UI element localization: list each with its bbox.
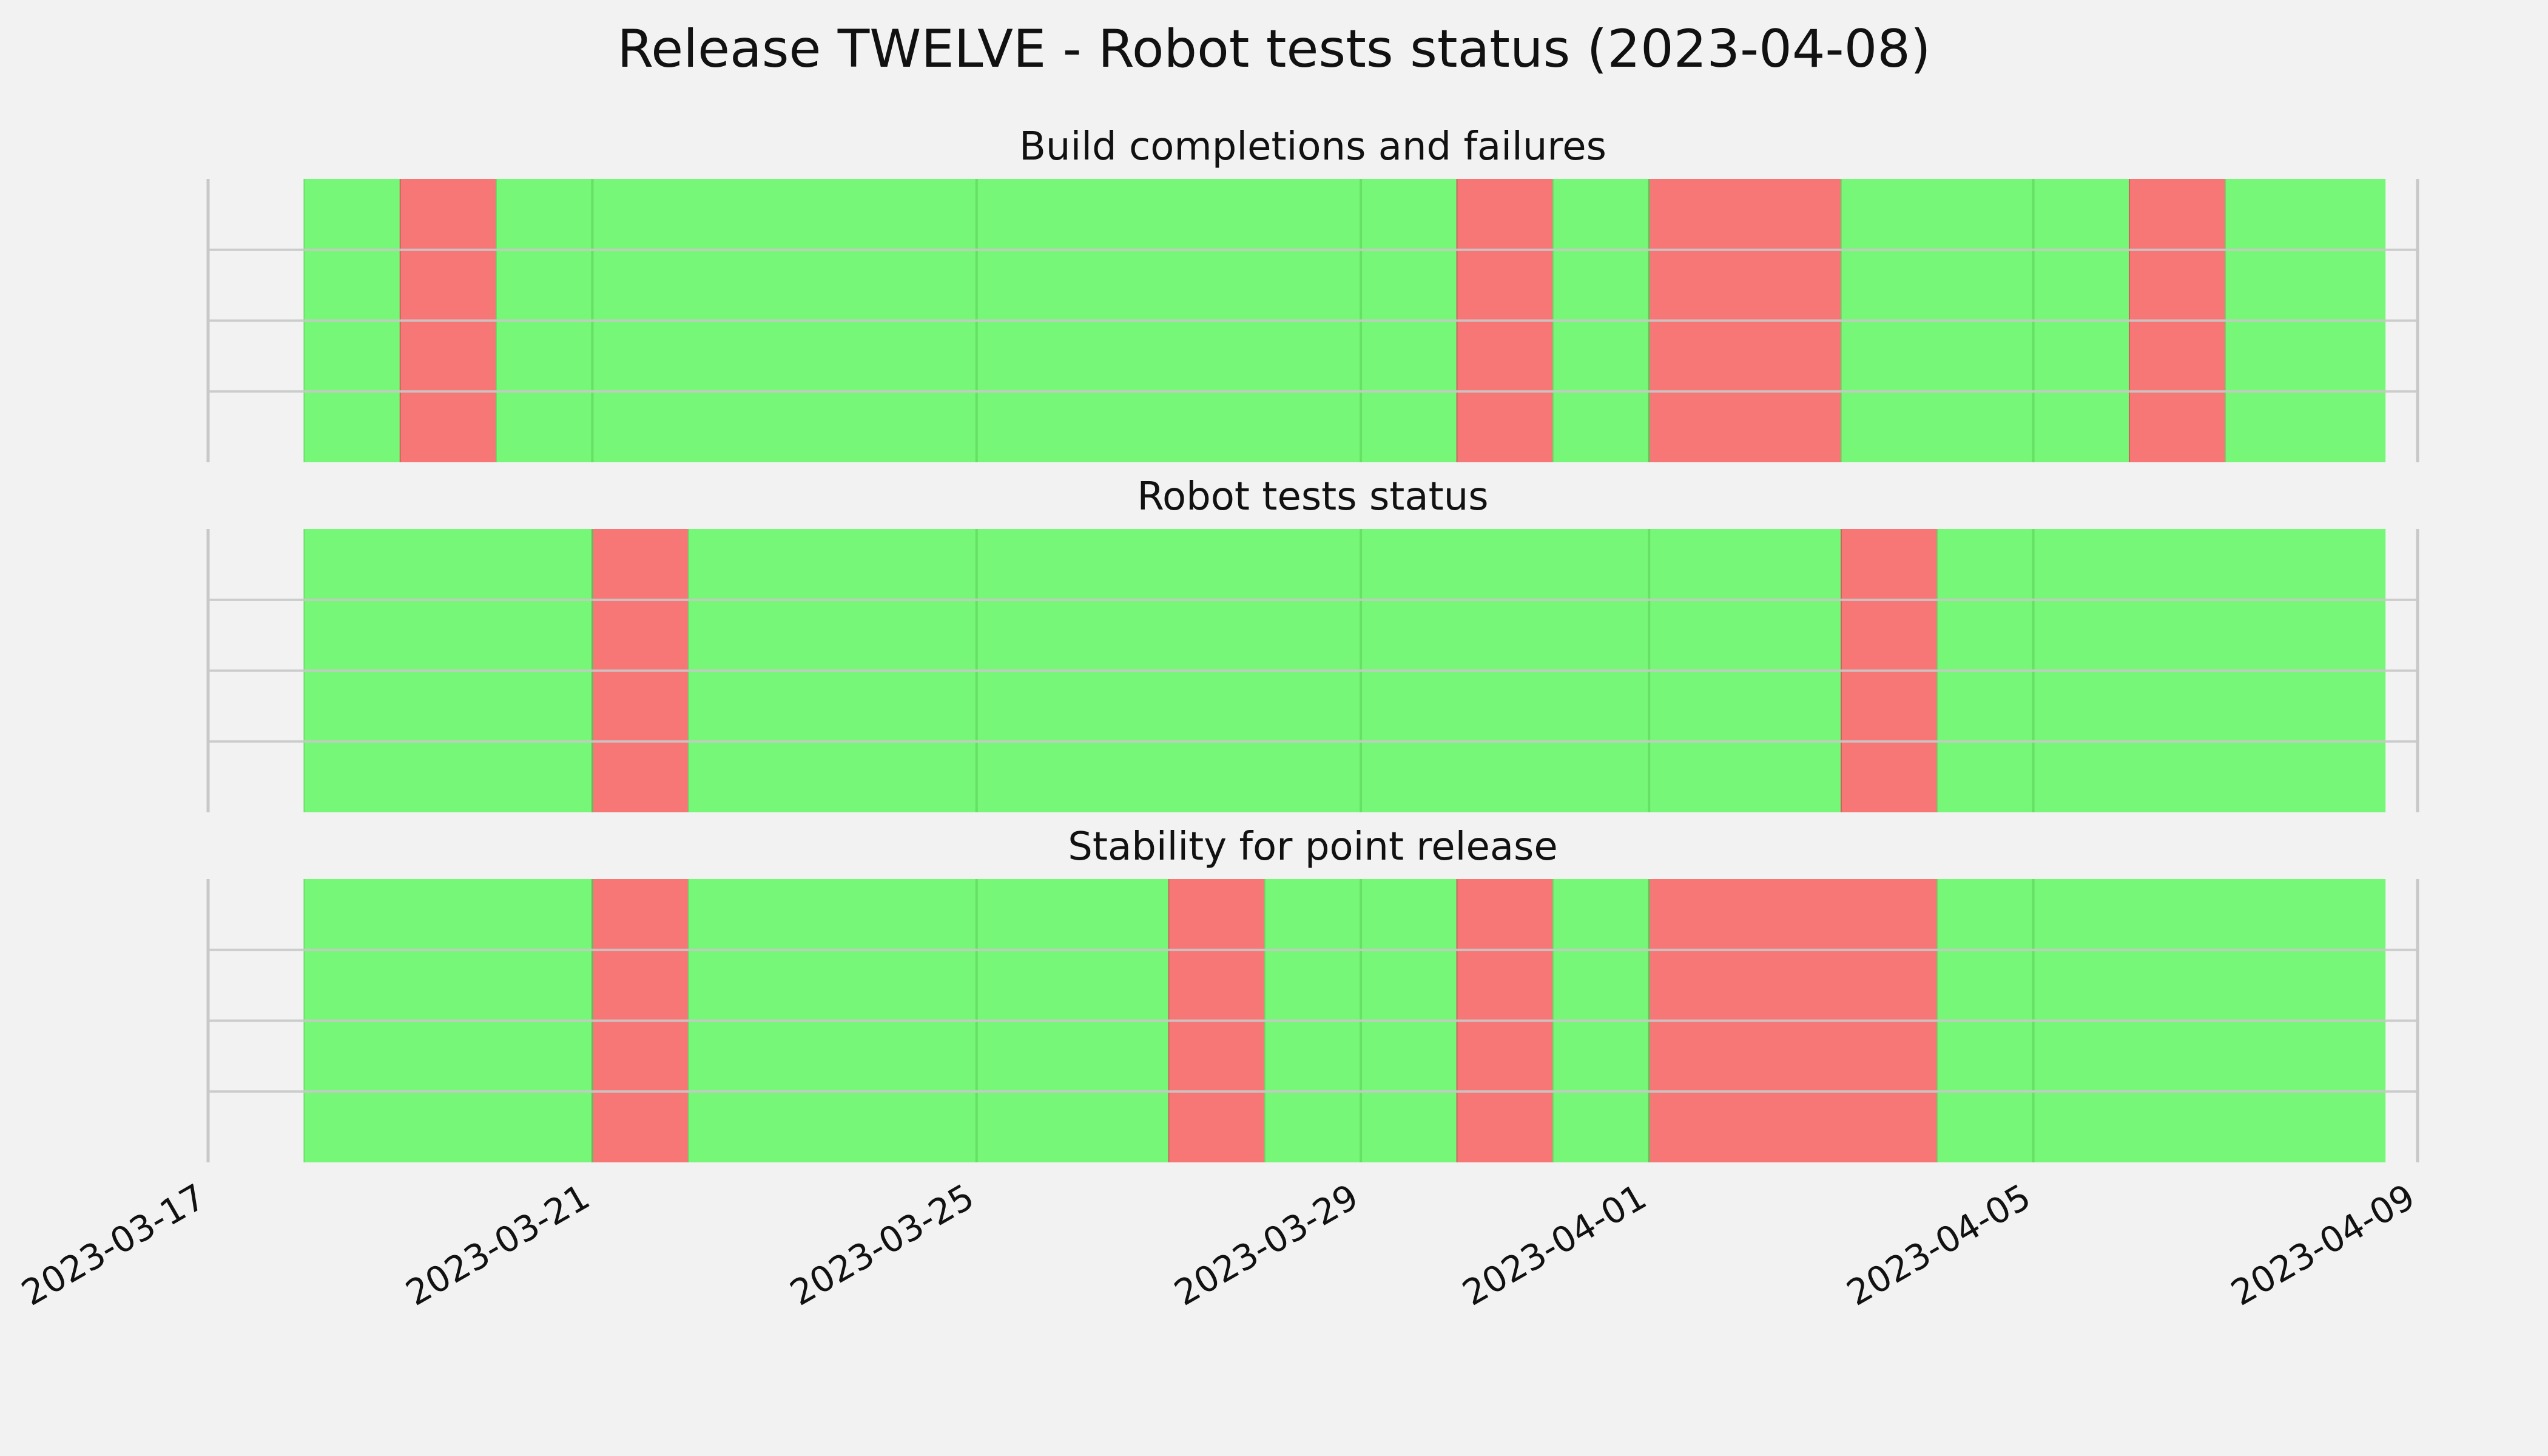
chart-title: Release TWELVE - Robot tests status (202…: [617, 19, 1930, 79]
panel-3: Stability for point release: [206, 824, 2419, 1162]
panel-title: Stability for point release: [1068, 824, 1558, 869]
panel-title: Build completions and failures: [1019, 124, 1606, 169]
panel-title: Robot tests status: [1137, 474, 1488, 519]
panel-2: Robot tests status: [206, 474, 2419, 812]
panels: Build completions and failures Robot test…: [206, 124, 2419, 1162]
panel-1: Build completions and failures: [206, 124, 2419, 462]
